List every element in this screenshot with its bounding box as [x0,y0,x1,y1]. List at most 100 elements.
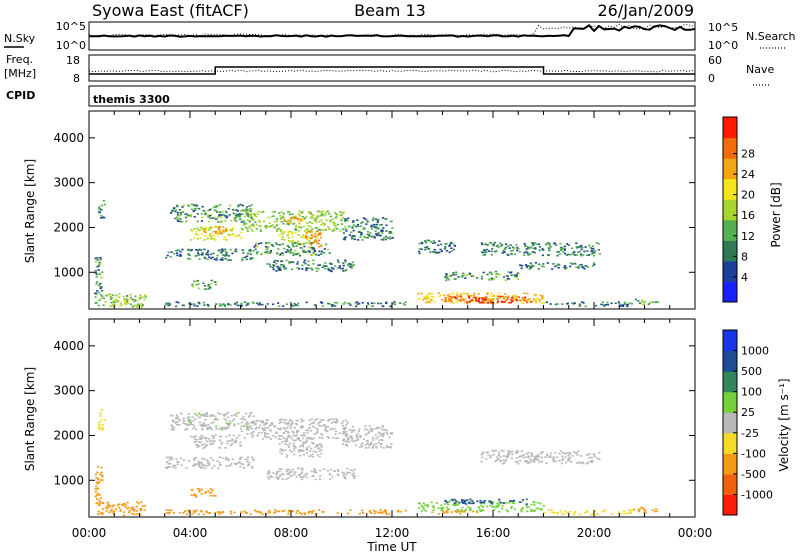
scatter-cell [495,505,498,508]
scatter-cell [317,246,321,248]
scatter-cell [314,478,317,481]
scatter-cell [248,462,251,464]
scatter-cell [350,265,353,268]
scatter-cell [296,261,299,263]
scatter-cell [265,227,268,229]
scatter-cell [468,502,471,505]
scatter-cell [317,423,320,425]
colorbar-segment [723,260,737,282]
scatter-cell [510,500,513,502]
scatter-cell [289,248,293,251]
scatter-cell [468,297,471,299]
scatter-cell [497,295,500,298]
scatter-cell [176,421,179,423]
scatter-cell [315,471,318,474]
scatter-cell [264,429,267,431]
scatter-cell [286,440,289,442]
scatter-cell [293,249,297,252]
scatter-cell [497,458,500,460]
scatter-cell [218,511,221,513]
scatter-cell [207,216,210,218]
scatter-cell [191,512,194,515]
scatter-cell [115,508,118,510]
scatter-cell [356,433,359,435]
scatter-cell [337,470,340,472]
scatter-cell [296,217,299,220]
scatter-cell [516,247,519,250]
colorbar-segment [723,240,737,262]
scatter-cell [274,511,277,513]
scatter-cell [190,303,193,306]
scatter-cell [582,302,585,304]
scatter-cell [179,211,182,214]
scatter-cell [446,509,449,511]
scatter-cell [256,434,259,436]
scatter-cell [196,213,199,215]
scatter-cell [245,258,248,261]
scatter-cell [577,251,580,254]
scatter-cell [540,302,544,304]
scatter-cell [322,419,325,421]
scatter-cell [141,505,144,507]
scatter-cell [611,513,614,515]
scatter-cell [243,301,246,303]
scatter-cell [367,303,370,306]
scatter-cell [273,211,276,213]
scatter-cell [464,297,467,300]
scatter-cell [334,225,337,228]
scatter-cell [375,445,378,448]
scatter-cell [565,452,568,454]
scatter-cell [213,465,216,467]
scatter-cell [367,432,370,434]
scatter-cell [526,301,529,304]
scatter-cell [342,440,345,442]
scatter-cell [360,225,363,227]
scatter-cell [551,268,554,270]
scatter-cell [211,442,214,445]
scatter-cell [196,445,199,447]
scatter-cell [568,458,571,461]
scatter-cell [603,305,606,307]
scatter-cell [204,418,207,421]
scatter-cell [285,470,289,473]
scatter-cell [526,292,529,295]
scatter-cell [537,459,540,461]
scatter-cell [338,432,341,434]
scatter-cell [275,243,278,246]
scatter-cell [318,425,321,427]
scatter-cell [232,418,236,420]
scatter-cell [285,478,288,480]
scatter-cell [312,214,315,216]
scatter-cell [481,301,484,303]
scatter-cell [385,301,388,304]
scatter-cell [503,296,506,299]
scatter-cell [271,422,274,424]
scatter-cell [205,411,208,414]
scatter-cell [444,247,447,249]
scatter-cell [200,233,203,235]
scatter-cell [357,430,360,433]
scatter-cell [532,251,535,253]
scatter-cell [310,254,313,257]
scatter-cell [211,435,214,437]
scatter-cell [540,265,544,267]
scatter-cell [268,472,271,474]
scatter-cell [227,457,230,460]
scatter-cell [470,294,473,297]
scatter-cell [463,299,466,301]
scatter-cell [360,231,363,234]
scatter-cell [309,249,312,252]
scatter-cell [306,228,309,230]
scatter-cell [393,301,396,303]
scatter-cell [488,277,491,280]
scatter-cell [422,299,425,301]
scatter-cell [218,464,222,466]
scatter-cell [98,428,101,430]
scatter-cell [446,501,449,504]
scatter-cell [487,250,491,252]
scatter-cell [123,514,126,516]
scatter-cell [373,302,376,304]
scatter-cell [322,252,325,254]
scatter-cell [208,512,212,514]
scatter-cell [344,225,347,228]
